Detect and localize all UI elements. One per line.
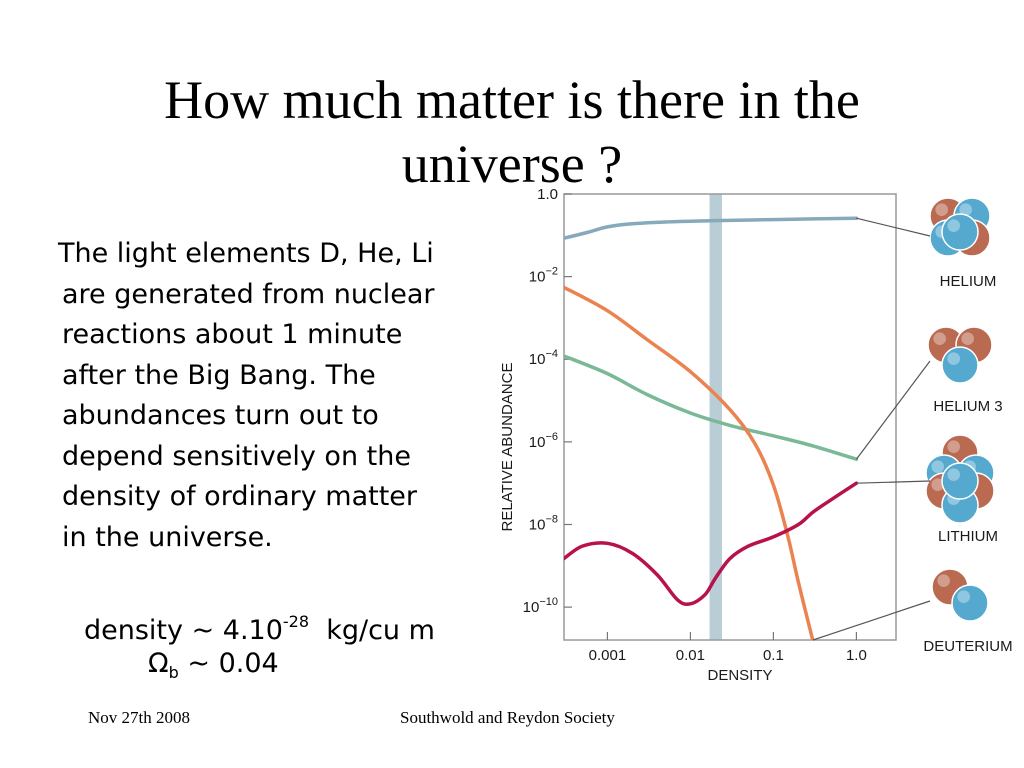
density-formula: density ~ 4.10-28 kg/cu m (84, 604, 435, 649)
footer-date: Nov 27th 2008 (88, 708, 190, 727)
atom-label: DEUTERIUM (923, 638, 1012, 655)
series-helium (564, 216, 859, 240)
density-band (709, 194, 722, 640)
ball-highlight (931, 478, 944, 492)
atom-helium-3-icon (927, 326, 993, 384)
neutron-ball (941, 213, 979, 251)
y-tick-label: 1.0 (537, 186, 558, 203)
ball-highlight (947, 440, 960, 454)
footer-organization: Southwold and Reydon Society (400, 708, 615, 727)
abundance-chart: 1.0 10−2 10−4 10−6 10−8 10−10 0.001 0.01 0.1 1.0 D… (499, 186, 1013, 684)
neutron-ball (951, 584, 989, 622)
body-line: density of ordinary matter (62, 481, 418, 512)
omega-symbol: Ω (148, 648, 169, 679)
ball-highlight (957, 590, 970, 603)
ball-highlight (931, 460, 944, 474)
y-axis-label: RELATIVE ABUNDANCE (499, 363, 516, 532)
x-tick-label: 0.001 (589, 647, 627, 664)
x-tick-label: 0.01 (676, 647, 705, 664)
title-line-1: How much matter is there in the (164, 70, 860, 130)
leader-line (856, 480, 931, 484)
body-line: in the universe. (62, 521, 273, 553)
ball-highlight (947, 352, 960, 365)
atom-label: LITHIUM (938, 528, 998, 545)
ball-highlight (947, 219, 960, 232)
series-deuterium (564, 285, 815, 640)
body-line: are generated from nuclear (62, 278, 435, 310)
atom-deuterium-icon (931, 568, 989, 622)
atom-helium-icon (929, 197, 991, 257)
series-lithium (564, 481, 859, 606)
ball-highlight (935, 203, 948, 216)
y-tick-label: 10−2 (529, 266, 558, 286)
atom-label: HELIUM (940, 273, 997, 290)
series-helium-3 (564, 354, 859, 461)
atom-lithium-icon (925, 434, 995, 524)
density-prefix: density ~ 4.10 (84, 615, 283, 646)
y-tick-label: 10−4 (529, 348, 558, 368)
slide-title: How much matter is there in the universe… (0, 68, 1024, 196)
body-text: The light elements D, He, Li are generat… (56, 234, 492, 558)
ball-highlight (959, 203, 972, 216)
title-line-2: universe ? (401, 134, 623, 194)
omega-value: ~ 0.04 (187, 648, 279, 679)
body-line: reactions about 1 minute (62, 319, 403, 350)
neutron-ball (941, 346, 979, 384)
y-tick-label: 10−10 (523, 596, 558, 616)
ball-highlight (961, 332, 974, 345)
leader-line (856, 217, 931, 237)
x-tick-label: 0.1 (763, 647, 784, 664)
body-line: abundances turn out to (62, 400, 379, 431)
leader-line (855, 360, 931, 460)
ball-highlight (933, 332, 946, 345)
leader-line (812, 600, 931, 641)
neutron-ball (941, 462, 979, 500)
ball-highlight (937, 574, 950, 587)
x-axis-label: DENSITY (707, 667, 772, 684)
omega-formula: Ωb ~ 0.04 (148, 646, 279, 691)
y-tick-label: 10−6 (529, 431, 558, 451)
atom-label: HELIUM 3 (933, 398, 1002, 415)
plot-frame (563, 193, 897, 641)
body-line: after the Big Bang. The (62, 359, 376, 391)
omega-subscript: b (168, 663, 179, 682)
y-tick-label: 10−8 (529, 513, 558, 533)
x-tick-label: 1.0 (846, 647, 867, 664)
body-line: depend sensitively on the (62, 440, 411, 472)
ball-highlight (947, 468, 960, 482)
density-exponent: -28 (282, 612, 310, 631)
density-unit: kg/cu m (326, 615, 435, 646)
body-line: The light elements D, He, Li (58, 238, 434, 269)
